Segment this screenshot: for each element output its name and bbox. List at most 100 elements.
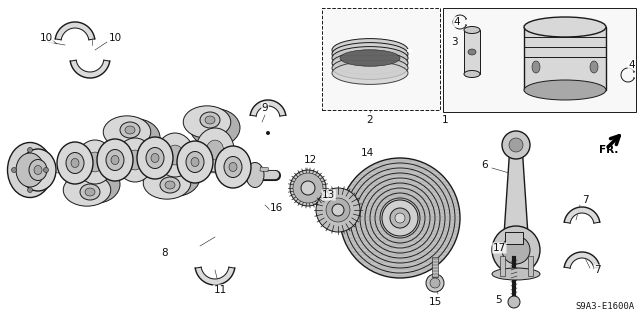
Ellipse shape (177, 141, 213, 183)
Text: 1: 1 (442, 115, 448, 125)
Bar (432, 257, 438, 277)
Text: 13: 13 (322, 190, 335, 200)
Ellipse shape (76, 140, 114, 184)
Ellipse shape (190, 108, 240, 147)
Ellipse shape (229, 162, 237, 172)
Bar (464, 30, 480, 74)
Polygon shape (195, 267, 235, 285)
Ellipse shape (332, 47, 408, 70)
Ellipse shape (66, 152, 84, 174)
Ellipse shape (57, 142, 93, 184)
Text: 6: 6 (481, 160, 488, 170)
Text: 5: 5 (495, 295, 502, 305)
Circle shape (290, 170, 326, 206)
Circle shape (395, 213, 405, 223)
Ellipse shape (196, 128, 234, 172)
Polygon shape (564, 207, 600, 223)
Ellipse shape (106, 150, 124, 170)
Ellipse shape (85, 188, 95, 196)
Text: S9A3-E1600A: S9A3-E1600A (576, 302, 635, 311)
Text: 17: 17 (493, 243, 506, 253)
Ellipse shape (143, 167, 191, 199)
Circle shape (340, 158, 460, 278)
Ellipse shape (215, 146, 251, 188)
Ellipse shape (34, 166, 42, 174)
Ellipse shape (332, 62, 408, 85)
Bar (260, 167, 268, 172)
Bar (527, 256, 532, 276)
Ellipse shape (71, 159, 79, 167)
Text: 7: 7 (594, 265, 600, 275)
Bar (499, 256, 504, 276)
Ellipse shape (120, 122, 140, 138)
Text: 8: 8 (162, 248, 168, 258)
Text: 14: 14 (360, 148, 374, 158)
Circle shape (12, 167, 17, 173)
Text: 2: 2 (367, 115, 373, 125)
Bar (524, 27, 606, 90)
Ellipse shape (340, 50, 400, 66)
Ellipse shape (63, 174, 111, 206)
Ellipse shape (86, 152, 104, 172)
Bar (322, 8, 440, 110)
Bar (443, 8, 636, 112)
Polygon shape (250, 100, 286, 116)
Text: 12: 12 (303, 155, 317, 165)
Ellipse shape (332, 43, 408, 65)
Ellipse shape (524, 17, 606, 37)
Ellipse shape (524, 80, 606, 100)
Ellipse shape (200, 112, 220, 128)
Circle shape (502, 236, 530, 264)
Circle shape (301, 181, 315, 195)
Circle shape (293, 173, 323, 203)
Circle shape (266, 131, 270, 135)
Circle shape (326, 198, 350, 222)
Ellipse shape (332, 39, 408, 61)
Ellipse shape (183, 106, 231, 138)
Ellipse shape (246, 162, 264, 188)
Ellipse shape (160, 177, 180, 193)
Ellipse shape (80, 184, 100, 200)
Circle shape (28, 147, 33, 152)
Text: FR.: FR. (599, 145, 619, 155)
Circle shape (390, 208, 410, 228)
Ellipse shape (29, 160, 47, 181)
Circle shape (492, 226, 540, 274)
Circle shape (28, 188, 33, 192)
Ellipse shape (103, 116, 151, 148)
Ellipse shape (150, 159, 200, 197)
Text: 16: 16 (270, 203, 284, 213)
Ellipse shape (127, 150, 143, 170)
Ellipse shape (110, 119, 160, 157)
Circle shape (316, 188, 360, 232)
Ellipse shape (224, 157, 242, 177)
Circle shape (508, 296, 520, 308)
Text: 15: 15 (428, 297, 442, 307)
Ellipse shape (166, 145, 184, 165)
Ellipse shape (20, 149, 56, 191)
Circle shape (332, 204, 344, 216)
Circle shape (44, 167, 49, 173)
Ellipse shape (332, 56, 408, 79)
Ellipse shape (468, 49, 476, 55)
Ellipse shape (146, 147, 164, 168)
Ellipse shape (156, 133, 194, 177)
Circle shape (509, 138, 523, 152)
Ellipse shape (207, 140, 223, 160)
Ellipse shape (8, 143, 52, 197)
Ellipse shape (464, 70, 480, 78)
Ellipse shape (191, 158, 199, 167)
Ellipse shape (205, 116, 215, 124)
Ellipse shape (492, 268, 540, 280)
Ellipse shape (70, 165, 120, 204)
Ellipse shape (97, 139, 133, 181)
Ellipse shape (186, 152, 204, 173)
Text: 7: 7 (582, 195, 589, 205)
Circle shape (382, 200, 418, 236)
Text: 11: 11 (213, 285, 227, 295)
Polygon shape (504, 145, 528, 235)
Circle shape (430, 278, 440, 288)
Polygon shape (55, 22, 95, 40)
Text: 9: 9 (262, 103, 268, 113)
Ellipse shape (151, 153, 159, 162)
